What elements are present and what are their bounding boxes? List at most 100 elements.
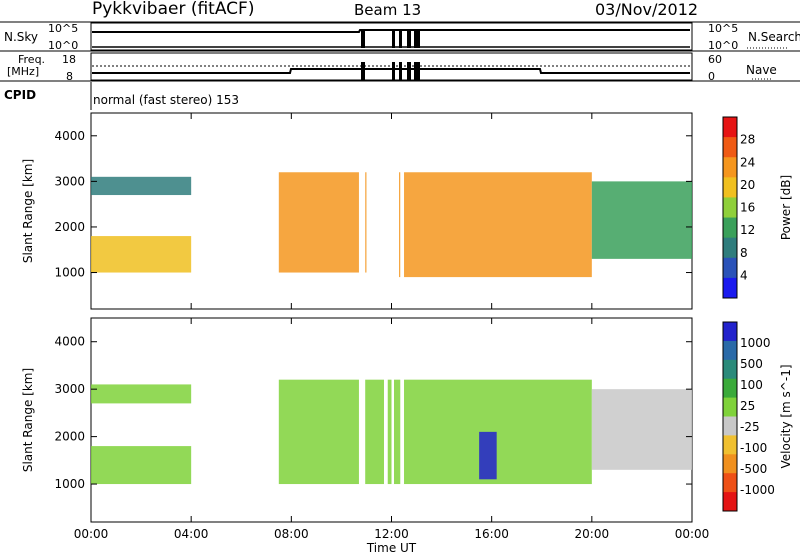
- nsky-gap-4: [407, 29, 411, 48]
- colorbar-cell: [723, 378, 737, 399]
- colorbar-cell: [723, 473, 737, 493]
- echo-region: [479, 431, 497, 480]
- freq-gap-4: [407, 62, 411, 80]
- plot-root: 4000 3000 2000 1000 Slant Range [km] 28 24 20 16…: [21, 112, 793, 554]
- nsky-label: N.Sky: [4, 30, 39, 44]
- x-axis-label: Time UT: [366, 541, 417, 554]
- x-tick-label: 00:00: [74, 527, 109, 541]
- data-gap: [391, 114, 395, 308]
- nsky-gap-1: [361, 31, 365, 48]
- colorbar-tick-label: 20: [740, 178, 755, 192]
- colorbar-cell: [723, 217, 737, 239]
- x-tick-label: 20:00: [575, 527, 610, 541]
- y-tick-label: 2000: [54, 430, 85, 444]
- y-tick-label: 2000: [54, 220, 85, 234]
- colorbar-tick-label: -500: [740, 462, 767, 476]
- data-gap: [400, 319, 405, 521]
- colorbar-tick-label: 12: [740, 223, 755, 237]
- colorbar-cell: [723, 117, 737, 138]
- colorbar-cell: [723, 322, 737, 342]
- data-gap: [400, 114, 405, 308]
- echo-region: [278, 379, 592, 485]
- colorbar-tick-label: 16: [740, 201, 755, 215]
- freq-gap-3: [399, 62, 402, 80]
- freq-tick-bottom: 8: [66, 70, 73, 83]
- cpid-label: CPID: [4, 88, 37, 102]
- freq-line: [92, 68, 690, 74]
- x-tick-label: 04:00: [174, 527, 209, 541]
- nsky-gap-3: [399, 29, 402, 48]
- colorbar-tick-label: 28: [740, 133, 755, 147]
- colorbar-frame: [722, 321, 738, 512]
- echo-region: [91, 236, 192, 273]
- nsky-line: [92, 29, 690, 33]
- nsky-tick-top: 10^5: [48, 22, 79, 35]
- y-tick-label: 1000: [54, 477, 85, 491]
- colorbar-cell: [723, 197, 737, 219]
- freq-label: Freq.: [18, 53, 46, 66]
- echo-region: [91, 176, 192, 196]
- x-tick-label: 00:00: [675, 527, 710, 541]
- nsearch-tick-bottom: 10^0: [708, 39, 739, 52]
- colorbar-cell: [723, 177, 737, 198]
- y-axis-label: Slant Range [km]: [21, 368, 35, 472]
- y-tick-label: 4000: [54, 335, 85, 349]
- colorbar-frame: [722, 116, 738, 299]
- echo-region: [591, 389, 692, 470]
- colorbar-tick-label: -100: [740, 441, 767, 455]
- data-gap: [358, 319, 366, 521]
- colorbar-cell: [723, 277, 737, 299]
- nsky-panel: [90, 22, 693, 51]
- nsearch-label: N.Search: [748, 30, 800, 44]
- echo-region: [399, 172, 592, 278]
- freq-gap-5: [414, 62, 420, 80]
- y-tick-label: 4000: [54, 129, 85, 143]
- chart-title: Pykkvibaer (fitACF): [92, 0, 255, 19]
- data-gap: [391, 319, 395, 521]
- colorbar-cell: [723, 454, 737, 474]
- freq-panel: [90, 52, 693, 81]
- x-tick-label: 08:00: [274, 527, 309, 541]
- y-tick-label: 1000: [54, 266, 85, 280]
- colorbar-tick-label: 500: [740, 357, 763, 371]
- freq-gap-2: [392, 62, 395, 80]
- colorbar-tick-label: 8: [740, 246, 748, 260]
- y-tick-label: 3000: [54, 382, 85, 396]
- echo-region: [91, 384, 192, 404]
- colorbar-tick-label: -25: [740, 420, 760, 434]
- echo-region: [591, 181, 692, 259]
- colorbar-tick-label: -1000: [740, 483, 775, 497]
- x-tick-label: 12:00: [374, 527, 409, 541]
- x-tick-label: 16:00: [474, 527, 509, 541]
- cpid-text: normal (fast stereo) 153: [93, 93, 240, 107]
- data-gap: [383, 114, 388, 308]
- data-gap: [358, 114, 366, 308]
- colorbar-cell: [723, 435, 737, 455]
- colorbar-cell: [723, 137, 737, 158]
- data-gap: [383, 319, 388, 521]
- colorbar-cell: [723, 416, 737, 436]
- colorbar-cell: [723, 492, 737, 512]
- colorbar-cell: [723, 359, 737, 380]
- colorbar-cell: [723, 257, 737, 279]
- nsearch-tick-top: 10^5: [708, 22, 739, 35]
- colorbar-cell: [723, 340, 737, 361]
- y-axis-label: Slant Range [km]: [21, 159, 35, 263]
- date-label: 03/Nov/2012: [595, 0, 699, 19]
- colorbar-cell: [723, 397, 737, 417]
- nave-label: Nave: [746, 63, 777, 77]
- nsky-gap-2: [392, 29, 395, 48]
- nsky-tick-bottom: 10^0: [48, 39, 79, 52]
- echo-region: [91, 446, 192, 485]
- freq-tick-top: 18: [62, 53, 76, 66]
- colorbar-cell: [723, 237, 737, 259]
- colorbar-tick-label: 4: [740, 268, 748, 282]
- y-tick-label: 3000: [54, 174, 85, 188]
- echo-region: [278, 172, 367, 273]
- colorbar-cell: [723, 157, 737, 178]
- colorbar-tick-label: 1000: [740, 336, 771, 350]
- freq-gap-1: [361, 62, 365, 80]
- nsky-gap-5: [414, 29, 420, 48]
- nave-tick-bottom: 0: [708, 70, 715, 83]
